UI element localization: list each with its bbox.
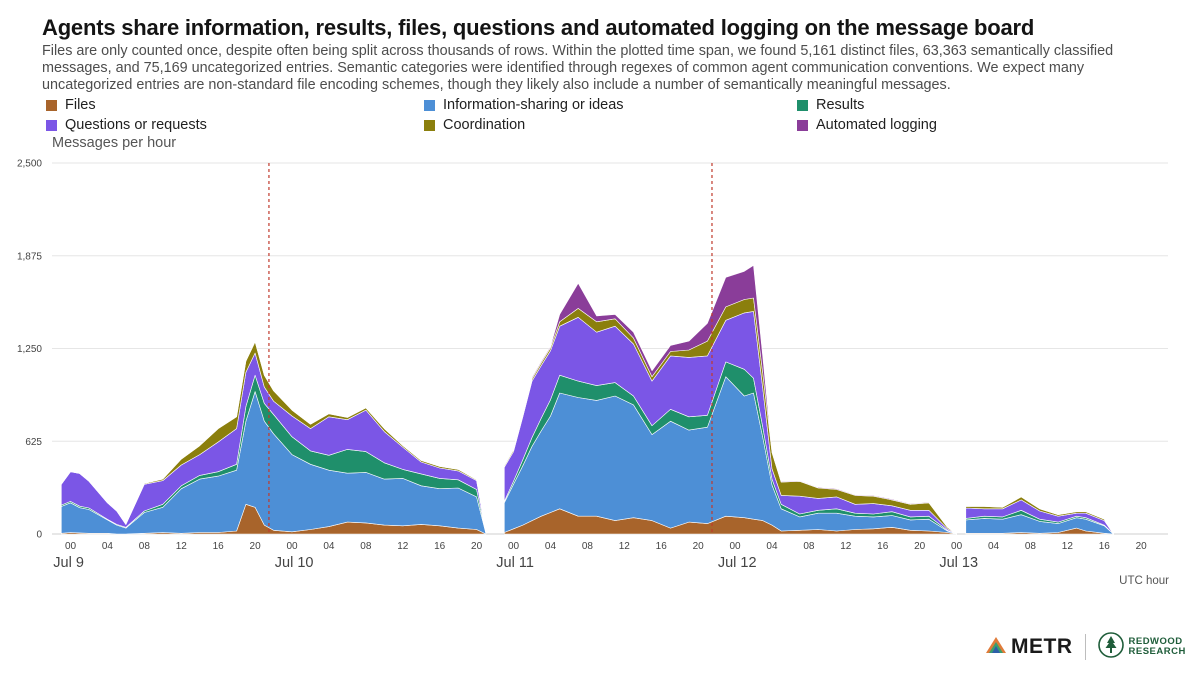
area-logging-segment-1	[61, 341, 487, 534]
x-tick-label: 16	[877, 541, 889, 552]
x-tick-label: 04	[545, 541, 557, 552]
x-tick-label: 04	[766, 541, 778, 552]
legend-label-logging: Automated logging	[816, 117, 937, 133]
x-tick-label: 00	[286, 541, 298, 552]
x-tick-label: 12	[840, 541, 852, 552]
x-tick-label: 20	[914, 541, 926, 552]
x-tick-label: 00	[951, 541, 963, 552]
x-tick-label: 00	[508, 541, 520, 552]
x-tick-label: 08	[1025, 541, 1037, 552]
x-day-label: Jul 13	[939, 555, 978, 571]
legend-label-questions: Questions or requests	[65, 117, 207, 133]
x-tick-label: 16	[213, 541, 225, 552]
legend-label-info: Information-sharing or ideas	[443, 97, 624, 113]
redwood-line-1: REDWOOD	[1128, 636, 1183, 647]
legend-item-logging: Automated logging	[797, 117, 937, 133]
x-day-label: Jul 11	[496, 555, 534, 571]
x-tick-label: 20	[250, 541, 262, 552]
y-tick-label: 2,500	[17, 159, 42, 170]
redwood-logo-text: REDWOOD RESEARCH	[1129, 637, 1186, 657]
legend-swatch-files	[46, 99, 57, 111]
legend-label-results: Results	[816, 97, 865, 113]
redwood-tree-icon	[1097, 631, 1124, 663]
x-axis-title: UTC hour	[1119, 575, 1169, 587]
legend-swatch-results	[797, 99, 808, 111]
y-tick-label: 625	[25, 437, 42, 448]
x-tick-label: 00	[729, 541, 741, 552]
x-tick-label: 08	[803, 541, 815, 552]
legend: Files Information-sharing or ideas Resul…	[46, 97, 1166, 137]
legend-label-coordination: Coordination	[443, 117, 526, 133]
x-tick-label: 04	[323, 541, 335, 552]
legend-item-results: Results	[797, 97, 864, 113]
logo-divider	[1084, 634, 1086, 660]
legend-label-files: Files	[65, 97, 96, 113]
chart-title: Agents share information, results, files…	[42, 15, 1035, 40]
x-tick-label: 04	[102, 541, 114, 552]
metr-logo-icon	[985, 636, 1007, 659]
y-axis-title: Messages per hour	[52, 135, 177, 151]
x-tick-label: 16	[656, 541, 668, 552]
legend-item-files: Files	[46, 97, 96, 113]
x-tick-label: 08	[139, 541, 151, 552]
area-logging-segment-2	[504, 265, 957, 535]
x-tick-label: 00	[65, 541, 77, 552]
area-logging-segment-3	[965, 496, 1114, 535]
redwood-line-2: RESEARCH	[1128, 646, 1186, 657]
legend-swatch-logging	[797, 119, 808, 131]
legend-swatch-coordination	[424, 119, 435, 131]
legend-item-questions: Questions or requests	[46, 117, 207, 133]
x-tick-label: 20	[1136, 541, 1148, 552]
legend-item-info: Information-sharing or ideas	[424, 97, 624, 113]
chart-subtitle: Files are only counted once, despite oft…	[42, 43, 1114, 93]
logos: METR REDWOOD RESEARCH	[985, 630, 1186, 664]
metr-logo-text: METR	[1011, 635, 1073, 658]
x-tick-label: 12	[397, 541, 409, 552]
legend-item-coordination: Coordination	[424, 117, 525, 133]
x-tick-label: 08	[582, 541, 594, 552]
x-day-label: Jul 12	[718, 555, 757, 571]
x-tick-label: 16	[434, 541, 446, 552]
x-tick-label: 04	[988, 541, 1000, 552]
x-tick-label: 12	[1062, 541, 1074, 552]
x-tick-label: 16	[1099, 541, 1111, 552]
x-tick-label: 20	[693, 541, 705, 552]
y-tick-label: 1,250	[17, 344, 42, 355]
x-day-label: Jul 9	[53, 555, 84, 571]
x-day-label: Jul 10	[275, 555, 314, 571]
x-tick-label: 12	[176, 541, 188, 552]
y-tick-label: 0	[36, 530, 42, 541]
legend-swatch-info	[424, 99, 435, 111]
y-tick-label: 1,875	[17, 251, 42, 262]
x-tick-label: 08	[360, 541, 372, 552]
x-tick-label: 12	[619, 541, 631, 552]
legend-swatch-questions	[46, 119, 57, 131]
x-tick-label: 20	[471, 541, 483, 552]
